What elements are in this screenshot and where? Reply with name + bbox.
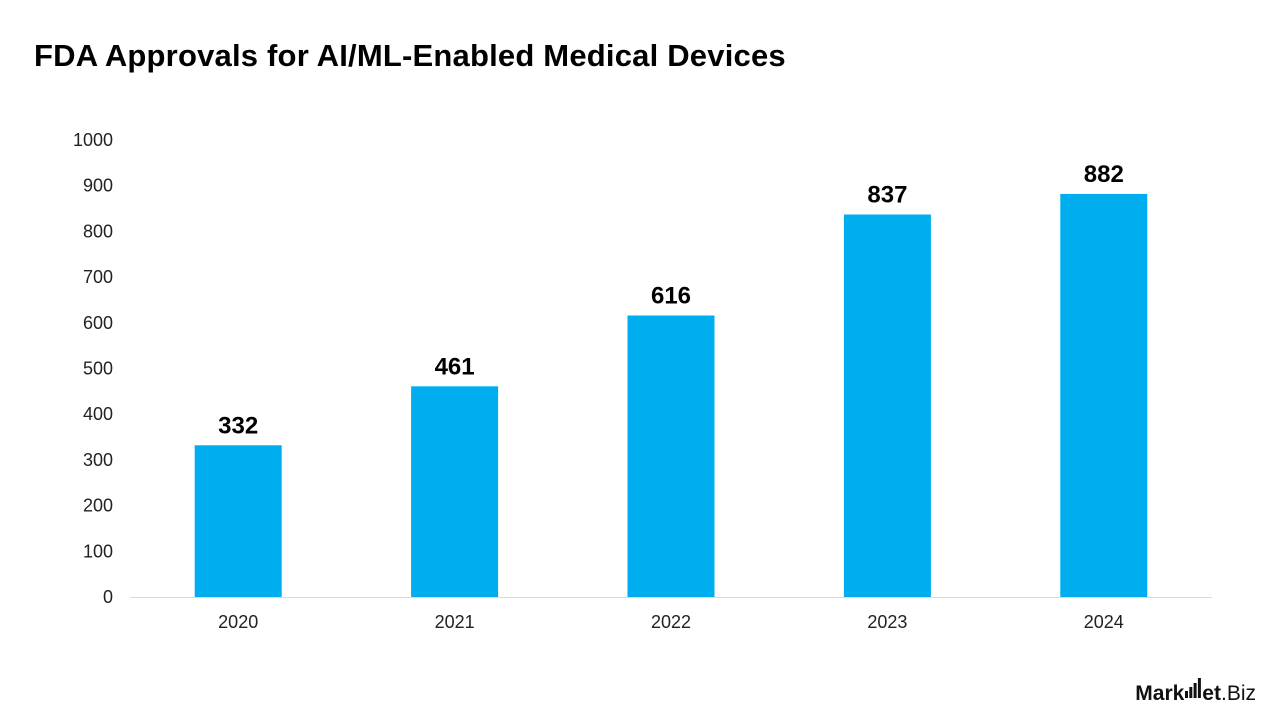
y-tick-label: 100 (83, 541, 113, 561)
bar-2024 (1060, 193, 1148, 597)
bar-2022 (627, 315, 715, 597)
bar-2021 (411, 386, 499, 597)
y-tick-label: 200 (83, 496, 113, 516)
x-axis: 2020 2021 2022 2023 2024 (130, 597, 1212, 632)
y-tick-label: 600 (83, 313, 113, 333)
bars-group: 332 461 616 837 882 (194, 161, 1148, 597)
data-label: 837 (867, 181, 907, 208)
x-tick-label: 2022 (651, 612, 691, 632)
data-label: 461 (435, 353, 475, 380)
logo-text-biz: .Biz (1220, 682, 1256, 705)
y-tick-label: 400 (83, 404, 113, 424)
y-tick-label: 300 (83, 450, 113, 470)
y-axis: 0 100 200 300 400 500 600 700 800 900 1000 (73, 130, 113, 607)
y-tick-label: 1000 (73, 130, 113, 150)
bar-2023 (843, 214, 931, 597)
x-tick-label: 2024 (1084, 612, 1124, 632)
x-tick-label: 2021 (435, 612, 475, 632)
y-tick-label: 900 (83, 176, 113, 196)
y-tick-label: 800 (83, 221, 113, 241)
data-label: 882 (1084, 161, 1124, 188)
signal-bars-icon (1185, 678, 1202, 698)
y-tick-label: 500 (83, 359, 113, 379)
marketbiz-logo: Mark et .Biz (1135, 678, 1256, 704)
bar-2020 (194, 445, 282, 597)
x-tick-label: 2020 (218, 612, 258, 632)
data-label: 332 (218, 412, 258, 439)
data-label: 616 (651, 282, 691, 309)
y-tick-label: 0 (103, 587, 113, 607)
logo-text-mark: Mark (1135, 682, 1185, 705)
logo-text-et: et (1202, 682, 1221, 705)
x-tick-label: 2023 (867, 612, 907, 632)
chart-title: FDA Approvals for AI/ML-Enabled Medical … (34, 38, 786, 73)
y-tick-label: 700 (83, 267, 113, 287)
